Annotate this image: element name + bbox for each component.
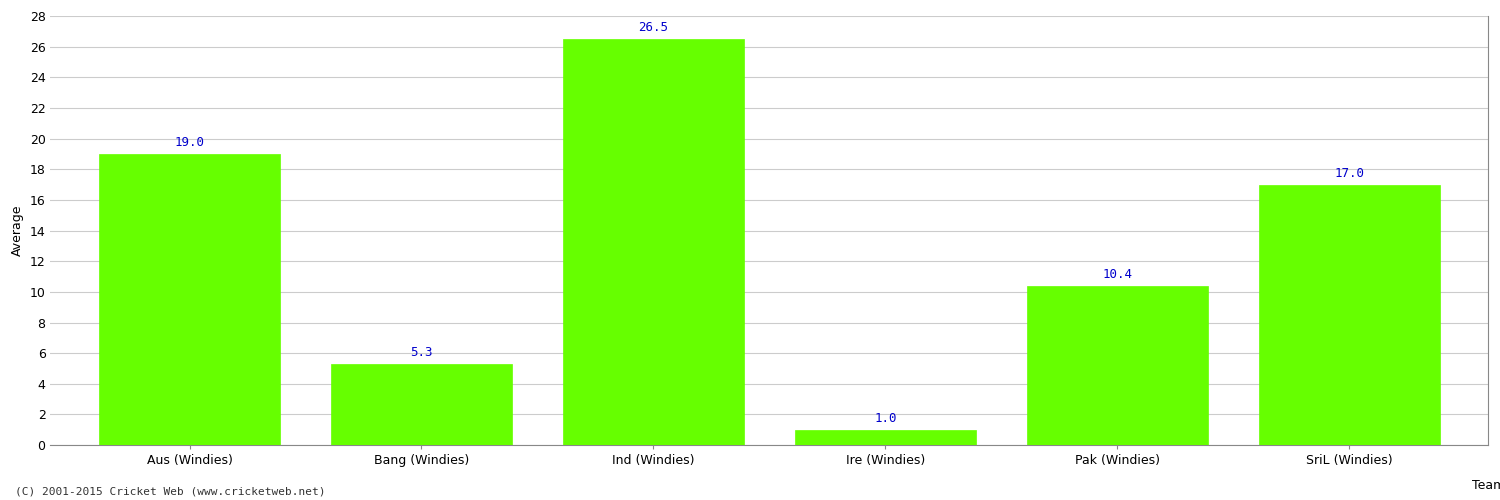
Bar <box>1258 184 1440 445</box>
Text: 17.0: 17.0 <box>1334 167 1364 180</box>
Bar <box>332 364 512 445</box>
Text: 10.4: 10.4 <box>1102 268 1132 281</box>
Text: 26.5: 26.5 <box>639 22 669 35</box>
Text: 5.3: 5.3 <box>410 346 432 360</box>
Y-axis label: Average: Average <box>10 205 24 256</box>
Bar <box>562 39 744 445</box>
Text: 19.0: 19.0 <box>174 136 204 149</box>
X-axis label: Team: Team <box>1472 480 1500 492</box>
Bar <box>1028 286 1208 445</box>
Text: (C) 2001-2015 Cricket Web (www.cricketweb.net): (C) 2001-2015 Cricket Web (www.cricketwe… <box>15 487 326 497</box>
Bar <box>795 430 976 445</box>
Text: 1.0: 1.0 <box>874 412 897 425</box>
Bar <box>99 154 280 445</box>
